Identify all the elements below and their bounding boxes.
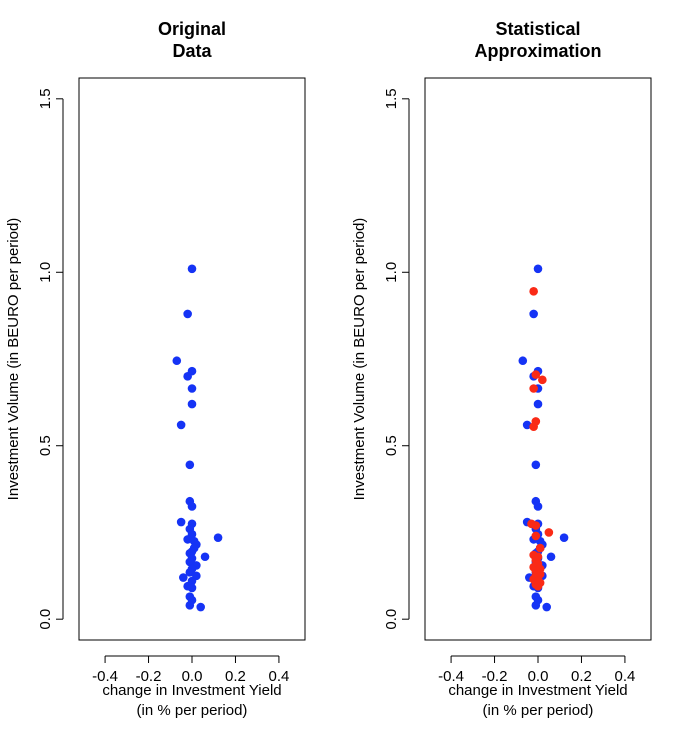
data-point <box>529 309 538 319</box>
panel-statistical-approximation: Statistical Approximation -0.4 -0.2 0.0 0.2 0.… <box>351 19 652 719</box>
data-point <box>183 372 192 381</box>
x-tick-label: 0.0 <box>528 668 549 685</box>
data-point <box>538 375 547 385</box>
data-point <box>559 533 569 542</box>
data-point <box>535 543 545 553</box>
y-tick-label: 0.5 <box>383 435 400 456</box>
data-point <box>522 420 532 430</box>
x-tick-label: 0.4 <box>268 668 289 685</box>
data-point <box>196 602 205 612</box>
data-point <box>185 557 195 567</box>
data-point <box>533 502 543 511</box>
data-point <box>187 502 197 511</box>
data-point <box>529 422 538 431</box>
data-point <box>531 601 541 610</box>
data-point <box>533 581 543 591</box>
series-0 <box>518 264 569 612</box>
y-tick-label: 1.5 <box>37 88 54 109</box>
data-point <box>529 384 538 393</box>
data-point <box>187 384 197 393</box>
data-point <box>200 552 210 562</box>
x-axis-label: change in Investment Yield (in % per peri… <box>448 682 627 719</box>
y-tick-label: 1.0 <box>37 262 54 283</box>
data-point <box>546 552 556 562</box>
x-tick-label: -0.4 <box>438 668 464 685</box>
data-point <box>172 356 182 366</box>
x-axis-label: change in Investment Yield (in % per peri… <box>102 682 281 719</box>
data-point <box>185 460 195 470</box>
plot-frame <box>78 77 306 641</box>
y-tick-label: 1.0 <box>383 262 400 283</box>
data-point <box>533 264 543 274</box>
data-point <box>187 399 197 409</box>
y-tick-label: 0.0 <box>37 609 54 630</box>
data-point <box>213 533 223 542</box>
x-tick-label: 0.2 <box>571 668 592 685</box>
chart-title: Original Data <box>158 19 226 61</box>
data-point <box>176 517 186 527</box>
y-axis-label: Investment Volume (in BEURO per period) <box>351 218 368 501</box>
y-tick-label: 0.5 <box>37 435 54 456</box>
data-point <box>187 583 197 593</box>
x-tick-label: -0.4 <box>92 668 118 685</box>
data-point <box>533 399 543 409</box>
data-point <box>187 264 197 274</box>
x-tick-label: 0.0 <box>182 668 203 685</box>
x-tick-label: -0.2 <box>482 668 508 685</box>
y-axis-label: Investment Volume (in BEURO per period) <box>5 218 22 501</box>
x-tick-label: -0.2 <box>136 668 162 685</box>
x-tick-label: 0.2 <box>225 668 246 685</box>
x-tick-label: 0.4 <box>614 668 635 685</box>
data-point <box>544 528 554 537</box>
data-point <box>185 568 195 577</box>
plot-frame <box>424 77 652 641</box>
data-point <box>179 573 188 582</box>
data-point <box>531 521 541 530</box>
data-point <box>183 535 192 544</box>
data-point <box>185 601 195 610</box>
data-point <box>518 356 528 366</box>
data-point <box>531 370 541 379</box>
series-0 <box>172 264 223 612</box>
y-tick-label: 0.0 <box>383 609 400 630</box>
data-point <box>531 531 541 541</box>
chart-title: Statistical Approximation <box>474 19 601 61</box>
series-1 <box>527 287 554 591</box>
data-point <box>542 602 551 612</box>
data-point <box>529 287 538 296</box>
data-point <box>531 460 541 470</box>
data-point <box>176 420 186 430</box>
y-tick-label: 1.5 <box>383 88 400 109</box>
data-point <box>183 309 192 319</box>
